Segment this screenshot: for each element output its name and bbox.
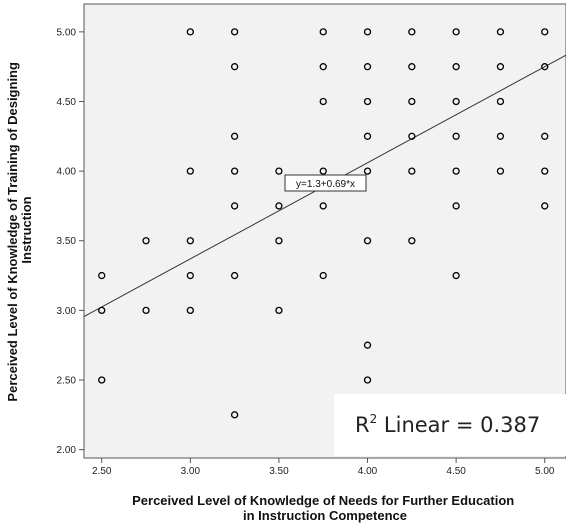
data-point bbox=[142, 237, 150, 245]
data-point bbox=[186, 237, 194, 245]
data-point bbox=[186, 271, 194, 280]
data-point bbox=[98, 376, 106, 384]
data-point bbox=[98, 271, 106, 280]
data-point bbox=[319, 271, 327, 280]
data-point bbox=[541, 202, 549, 210]
data-point bbox=[541, 132, 549, 140]
data-point bbox=[319, 167, 327, 175]
y-tick-label: 4.50 bbox=[57, 97, 77, 108]
data-point bbox=[230, 28, 239, 36]
data-point bbox=[363, 63, 372, 71]
data-point bbox=[142, 306, 150, 315]
data-point bbox=[230, 167, 239, 175]
y-tick-label: 3.50 bbox=[57, 236, 77, 247]
data-point bbox=[452, 97, 460, 106]
data-point bbox=[452, 28, 460, 36]
data-point bbox=[541, 63, 549, 71]
y-axis-title: Perceived Level of Knowledge of Training… bbox=[5, 58, 34, 401]
x-axis-title-line-2: in Instruction Competence bbox=[243, 508, 407, 523]
data-point bbox=[319, 202, 327, 210]
x-tick-label: 5.00 bbox=[535, 466, 555, 477]
data-point bbox=[275, 306, 283, 315]
data-points bbox=[98, 28, 549, 419]
fit-equation-text: y=1.3+0.69*x bbox=[296, 179, 355, 190]
data-point bbox=[496, 97, 505, 106]
data-point bbox=[452, 167, 460, 175]
r2-prefix: R bbox=[355, 413, 370, 437]
x-tick-label: 3.50 bbox=[269, 466, 289, 477]
data-point bbox=[275, 167, 283, 175]
data-point bbox=[452, 63, 460, 71]
y-tick-label: 2.00 bbox=[57, 445, 77, 456]
data-point bbox=[363, 97, 372, 106]
y-tick-label: 5.00 bbox=[57, 27, 77, 38]
data-point bbox=[408, 237, 416, 245]
data-point bbox=[452, 132, 460, 140]
plot-area bbox=[83, 3, 566, 459]
data-point bbox=[408, 167, 416, 175]
data-point bbox=[363, 341, 372, 349]
data-point bbox=[452, 271, 460, 280]
x-axis: 2.50 3.00 3.50 4.00 4.50 5.00 bbox=[92, 458, 555, 477]
x-tick-label: 4.00 bbox=[358, 466, 378, 477]
y-axis: 2.00 2.50 3.00 3.50 4.00 4.50 5.00 bbox=[57, 27, 84, 456]
data-point bbox=[496, 28, 505, 36]
data-point bbox=[541, 28, 549, 36]
data-point bbox=[408, 63, 416, 71]
data-point bbox=[186, 28, 194, 36]
fit-equation-label: y=1.3+0.69*x bbox=[284, 174, 367, 192]
data-point bbox=[319, 97, 327, 106]
r2-text: R2 Linear = 0.387 bbox=[355, 412, 540, 437]
data-point bbox=[98, 306, 106, 315]
data-point bbox=[230, 202, 239, 210]
data-point bbox=[319, 28, 327, 36]
data-point bbox=[186, 167, 194, 175]
data-point bbox=[363, 28, 372, 36]
x-axis-title-line-1: Perceived Level of Knowledge of Needs fo… bbox=[132, 493, 514, 508]
y-tick-label: 3.00 bbox=[57, 306, 77, 317]
y-axis-title-line-2: Instruction bbox=[19, 196, 34, 263]
data-point bbox=[319, 63, 327, 71]
data-point bbox=[363, 167, 372, 175]
r2-value: Linear = 0.387 bbox=[377, 413, 540, 437]
x-tick-label: 2.50 bbox=[92, 466, 112, 477]
data-point bbox=[408, 132, 416, 140]
data-point bbox=[363, 237, 372, 245]
y-tick-label: 2.50 bbox=[57, 376, 77, 387]
data-point bbox=[496, 167, 505, 175]
data-point bbox=[275, 237, 283, 245]
data-point bbox=[408, 97, 416, 106]
data-point bbox=[186, 306, 194, 315]
data-point bbox=[541, 167, 549, 175]
data-point bbox=[275, 202, 283, 210]
x-tick-label: 4.50 bbox=[446, 466, 466, 477]
y-axis-title-line-1: Perceived Level of Knowledge of Training… bbox=[5, 62, 20, 402]
data-point bbox=[452, 202, 460, 210]
data-point bbox=[230, 411, 239, 419]
data-point bbox=[496, 132, 505, 140]
r2-superscript: 2 bbox=[370, 412, 378, 426]
data-point bbox=[363, 132, 372, 140]
data-point bbox=[230, 63, 239, 71]
data-point bbox=[363, 376, 372, 384]
r2-box: R2 Linear = 0.387 bbox=[334, 394, 566, 456]
y-tick-label: 4.00 bbox=[57, 167, 77, 178]
data-point bbox=[408, 28, 416, 36]
data-point bbox=[230, 132, 239, 140]
x-axis-title: Perceived Level of Knowledge of Needs fo… bbox=[132, 493, 518, 523]
x-tick-label: 3.00 bbox=[181, 466, 201, 477]
data-point bbox=[230, 271, 239, 280]
data-point bbox=[496, 63, 505, 71]
